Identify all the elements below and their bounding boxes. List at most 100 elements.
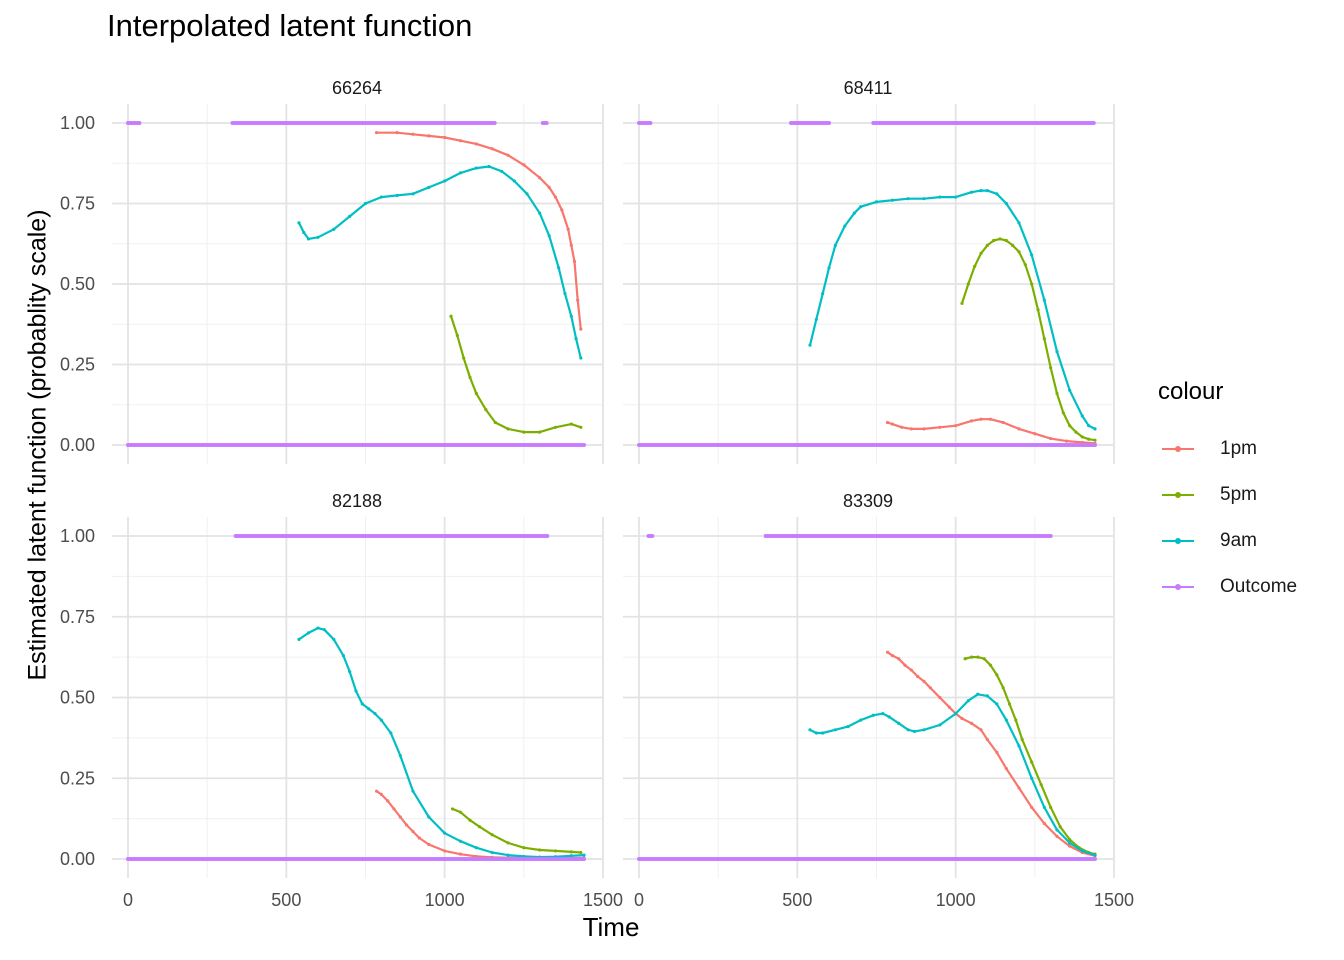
series-point-5pm xyxy=(462,356,466,360)
y-tick-label: 0.75 xyxy=(60,607,95,627)
series-point-1pm xyxy=(427,842,431,847)
series-point-1pm xyxy=(995,750,999,755)
series-point-5pm xyxy=(966,282,970,286)
series-point-9am xyxy=(833,728,837,732)
series-point-9am xyxy=(525,192,529,196)
outcome-point xyxy=(650,534,655,538)
series-point-5pm xyxy=(985,243,989,247)
series-point-9am xyxy=(995,192,999,196)
series-point-9am xyxy=(1055,350,1059,354)
series-point-9am xyxy=(922,197,926,201)
series-point-1pm xyxy=(443,849,447,853)
legend-title: colour xyxy=(1158,378,1224,405)
legend-key-9am xyxy=(1158,531,1198,551)
series-point-1pm xyxy=(417,836,421,840)
series-point-9am xyxy=(297,221,301,225)
series-point-9am xyxy=(474,846,478,850)
series-point-9am xyxy=(1017,744,1021,748)
series-point-5pm xyxy=(506,427,510,431)
series-point-9am xyxy=(512,179,516,183)
series-point-9am xyxy=(490,850,494,855)
panel-66264: 66264 0.00 0.25 0.50 0.75 1.00 xyxy=(60,78,604,464)
outcome-point xyxy=(1048,534,1053,538)
series-point-5pm xyxy=(455,333,459,338)
series-point-1pm xyxy=(1017,786,1021,790)
series-point-5pm xyxy=(1068,838,1072,842)
series-point-5pm xyxy=(474,391,478,396)
series-point-1pm xyxy=(405,823,409,827)
series-point-9am xyxy=(474,166,478,170)
legend: colour 1pm 5pm 9am Outcome xyxy=(1158,378,1297,610)
series-point-5pm xyxy=(960,301,964,305)
panel-83309: 83309 0 500 1000 1500 xyxy=(623,491,1134,910)
outcome-point xyxy=(137,121,142,125)
series-point-9am xyxy=(302,230,306,235)
series-point-1pm xyxy=(553,195,558,199)
y-tick-label: 0.25 xyxy=(60,355,95,375)
series-point-1pm xyxy=(427,134,431,138)
series-point-9am xyxy=(969,190,974,194)
series-point-9am xyxy=(322,628,326,632)
series-point-9am xyxy=(938,723,942,727)
series-line-9am xyxy=(808,189,1096,430)
series-point-5pm xyxy=(449,314,453,318)
series-point-1pm xyxy=(569,243,573,247)
series-point-1pm xyxy=(909,427,913,431)
series-point-1pm xyxy=(969,721,974,725)
series-point-9am xyxy=(354,689,358,693)
series-point-9am xyxy=(814,317,818,322)
series-point-1pm xyxy=(903,663,907,667)
series-point-1pm xyxy=(572,259,577,264)
series-point-9am xyxy=(341,653,345,658)
x-tick-label: 1500 xyxy=(583,890,623,910)
series-point-9am xyxy=(890,198,894,202)
series-point-9am xyxy=(574,337,578,341)
series-point-5pm xyxy=(1087,437,1091,441)
series-point-9am xyxy=(821,731,825,735)
series-point-9am xyxy=(458,839,463,843)
series-point-9am xyxy=(398,754,402,758)
series-point-9am xyxy=(843,224,847,228)
series-point-5pm xyxy=(458,810,463,814)
series-point-1pm xyxy=(1055,834,1059,838)
series-point-9am xyxy=(846,724,850,729)
series-point-1pm xyxy=(885,420,890,425)
series-point-1pm xyxy=(969,419,974,423)
legend-label-9am: 9am xyxy=(1220,530,1257,551)
facet-label-68411: 68411 xyxy=(844,78,893,98)
series-point-9am xyxy=(1087,424,1091,428)
series-point-1pm xyxy=(490,147,494,151)
series-point-9am xyxy=(912,729,917,734)
series-point-9am xyxy=(1080,849,1084,853)
series-point-5pm xyxy=(1074,430,1078,434)
series-point-1pm xyxy=(1068,844,1072,848)
series-point-9am xyxy=(316,235,320,239)
series-point-1pm xyxy=(458,139,463,143)
series-point-9am xyxy=(897,721,901,725)
series-point-9am xyxy=(506,853,510,857)
y-tick-label: 1.00 xyxy=(60,113,95,133)
series-point-9am xyxy=(852,211,856,215)
series-point-9am xyxy=(859,718,863,722)
series-point-5pm xyxy=(992,238,996,243)
series-point-1pm xyxy=(1017,427,1021,431)
series-point-1pm xyxy=(579,327,583,331)
series-point-9am xyxy=(827,266,831,270)
series-point-1pm xyxy=(522,163,526,167)
series-point-1pm xyxy=(885,650,890,654)
series-point-1pm xyxy=(474,142,478,146)
series-point-9am xyxy=(954,195,958,199)
series-point-1pm xyxy=(1001,420,1005,425)
series-point-5pm xyxy=(1058,825,1062,829)
series-point-5pm xyxy=(538,848,542,852)
series-point-5pm xyxy=(1030,282,1034,286)
series-point-5pm xyxy=(1093,438,1097,442)
series-point-1pm xyxy=(411,132,415,136)
series-point-9am xyxy=(458,171,463,175)
series-point-1pm xyxy=(576,298,580,302)
series-point-9am xyxy=(538,211,542,215)
series-point-9am xyxy=(373,712,377,716)
series-point-9am xyxy=(1042,298,1046,302)
series-point-5pm xyxy=(979,251,983,256)
